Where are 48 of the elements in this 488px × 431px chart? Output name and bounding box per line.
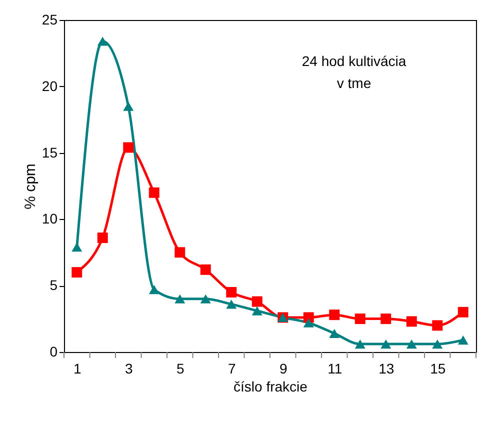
x-axis-title: číslo frakcie (234, 378, 308, 394)
point (303, 318, 314, 328)
point (97, 36, 108, 46)
y-tick-label: 25 (42, 12, 58, 28)
point (123, 142, 134, 153)
x-tick-label: 13 (378, 360, 394, 376)
point (200, 264, 211, 275)
point (354, 314, 366, 324)
point (432, 320, 443, 331)
y-tick-label: 20 (42, 78, 58, 94)
point (432, 339, 443, 349)
x-tick-label: 11 (328, 360, 342, 376)
y-axis-title: % cpm (22, 164, 39, 210)
point (226, 286, 237, 298)
point (380, 339, 392, 349)
point (226, 300, 237, 309)
y-tick-label: 5 (50, 277, 58, 294)
point (329, 328, 340, 338)
point (174, 294, 186, 304)
x-tick-label: 3 (124, 360, 133, 376)
annotation: 24 hod kultivácia (302, 53, 406, 69)
point (354, 339, 366, 349)
point (200, 294, 211, 304)
annotation: v tme (336, 75, 372, 91)
point (72, 242, 82, 252)
x-tick-label: 7 (228, 360, 236, 376)
point (458, 306, 468, 318)
x-tick-label: 9 (279, 360, 288, 376)
point (148, 285, 160, 294)
point (458, 336, 468, 345)
point (148, 187, 160, 198)
point (97, 232, 108, 244)
point (252, 296, 262, 307)
point (123, 102, 134, 111)
point (303, 312, 314, 323)
x-tick-label: 15 (430, 360, 446, 376)
point (406, 316, 417, 327)
point (380, 314, 392, 324)
point (72, 267, 82, 278)
point (329, 310, 340, 320)
point (406, 339, 417, 349)
point (252, 306, 262, 316)
x-tick-label: 1 (73, 360, 82, 376)
y-tick-label: 15 (42, 144, 58, 160)
y-tick-label: 10 (42, 210, 58, 227)
point (174, 247, 186, 258)
x-tick-label: 5 (176, 360, 184, 376)
y-tick-label: 0 (50, 344, 58, 360)
